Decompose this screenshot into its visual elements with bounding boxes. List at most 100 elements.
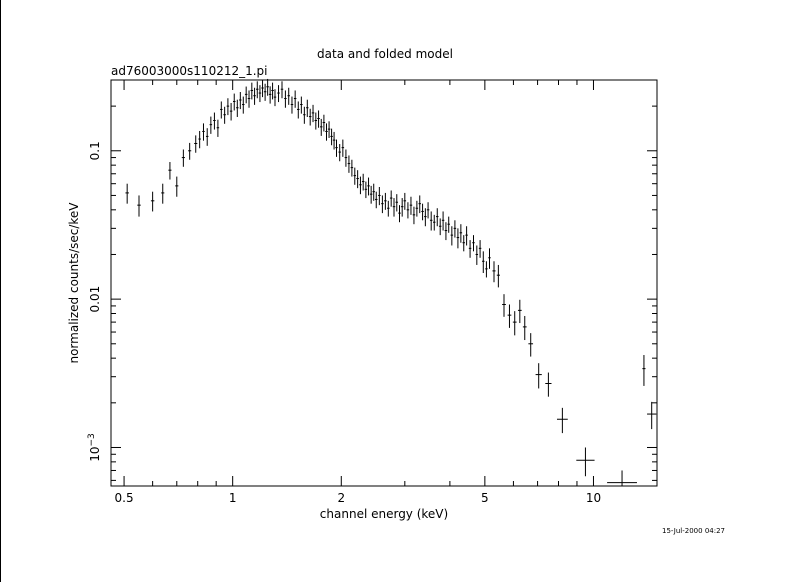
data-point [409,196,413,215]
data-point [441,211,445,231]
x-tick-label: 1 [229,491,237,505]
data-point [330,128,333,146]
data-point [161,183,165,204]
x-tick-label: 5 [481,491,489,505]
data-point [320,118,323,136]
data-point [429,211,433,231]
data-point [364,181,368,199]
data-point [232,93,236,111]
x-tick-label: 0.5 [115,491,134,505]
data-point [327,121,331,138]
data-point [284,90,287,108]
data-point [347,155,351,173]
data-point [350,159,354,177]
data-point [436,208,439,227]
data-point [367,177,370,196]
data-point [344,149,348,167]
data-point [226,98,230,116]
data-point [306,99,309,117]
chart-subtitle: ad76003000s110212_1.pi [111,64,268,78]
data-point [387,200,390,217]
data-point [229,102,233,121]
data-point [444,222,448,241]
data-point [647,401,657,430]
data-point [220,101,223,119]
data-point [412,206,416,225]
data-point [545,372,552,397]
data-point [168,162,172,180]
plot-frame [110,79,658,487]
data-point [453,220,457,238]
data-point [256,81,259,99]
data-point [418,195,421,214]
data-point [462,235,466,252]
data-point [522,315,527,341]
data-point [266,78,269,96]
data-point [507,304,512,328]
data-point [236,99,239,117]
data-point [372,183,375,201]
data-point [137,195,141,217]
data-point [290,96,294,114]
data-point [426,202,430,219]
data-point [277,85,280,103]
data-point [403,192,407,210]
data-point [478,240,482,258]
data-point [280,81,284,99]
data-point [247,90,251,108]
data-points [125,78,657,486]
timestamp: 15-Jul-2000 04:27 [662,527,725,535]
axes-ticks [111,80,657,486]
data-point [433,214,436,231]
data-point [472,235,475,252]
y-tick-label: 10−3 [87,433,102,462]
data-point [287,87,290,105]
data-point [485,261,488,278]
data-point [261,80,264,98]
data-point [297,101,300,119]
data-point [438,218,442,236]
data-point [356,170,359,189]
data-point [359,176,362,195]
data-point [406,202,410,219]
data-point [317,110,320,128]
data-point [607,470,637,486]
data-point [213,112,216,130]
data-point [535,363,542,389]
data-point [468,240,472,258]
data-point [250,82,254,100]
data-point [353,167,357,185]
data-point [188,142,192,160]
data-point [293,90,297,108]
data-point [325,123,328,141]
data-point [308,108,312,126]
tick-labels: 0.5 1 2 5 10 0.1 0.01 10−3 [87,141,601,505]
data-point [415,200,419,217]
y-tick-label: 0.1 [88,141,102,160]
data-point [447,216,450,233]
chart-title: data and folded model [317,47,453,61]
data-point [642,355,646,386]
data-point [239,92,242,110]
data-point [244,86,248,104]
data-point [216,119,220,137]
y-axis-label: normalized counts/sec/keV [67,202,81,364]
y-tick-exponent: −3 [87,433,97,446]
data-point [384,192,387,210]
data-point [576,447,595,477]
data-point [300,96,303,114]
data-point [381,195,384,214]
data-point [311,104,315,123]
window-left-edge [0,0,1,582]
data-point [400,198,404,217]
data-point [175,176,179,197]
data-point [475,245,479,265]
data-point [502,294,506,317]
data-point [421,203,424,221]
data-point [395,194,399,212]
data-point [341,139,345,157]
data-point [271,82,274,100]
data-point [198,130,201,149]
data-point [369,185,373,204]
y-tick-label: 0.01 [88,286,102,313]
